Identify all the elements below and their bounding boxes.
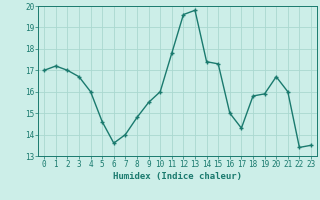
X-axis label: Humidex (Indice chaleur): Humidex (Indice chaleur)	[113, 172, 242, 181]
